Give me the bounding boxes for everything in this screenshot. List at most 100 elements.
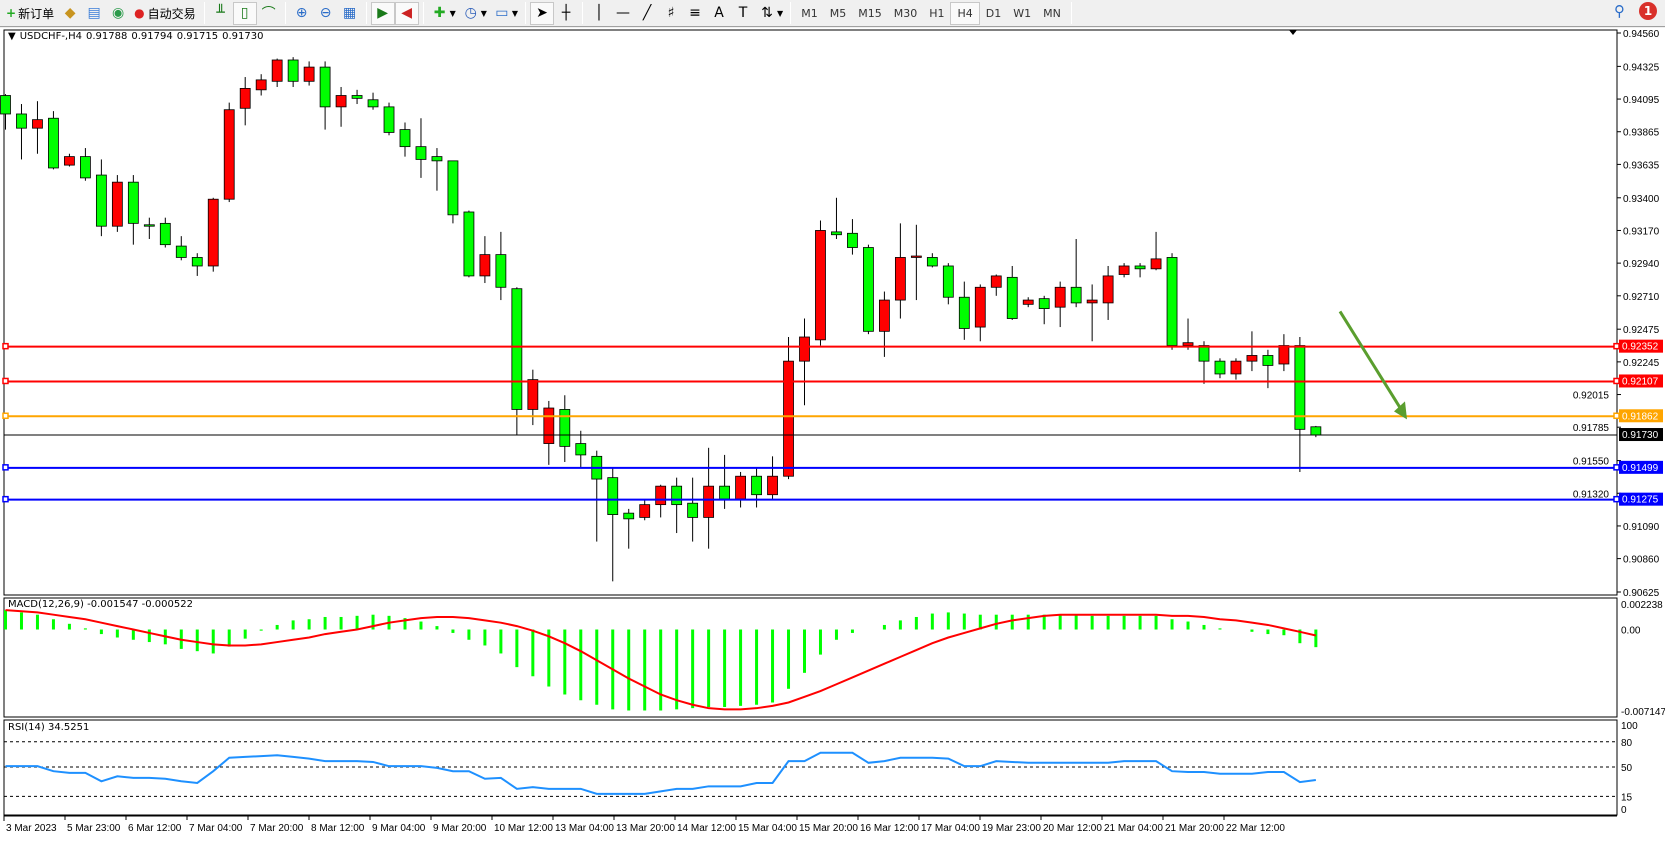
timeframe-w1[interactable]: W1 bbox=[1013, 6, 1032, 20]
chart-window[interactable]: 0.94560 0.94325 0.94095 0.93865 0.93635 0.934… bbox=[0, 28, 1665, 845]
chart-menu-icon[interactable]: ▼ bbox=[8, 31, 16, 42]
candle-body bbox=[910, 255, 922, 258]
search-icon[interactable]: ⚲ bbox=[1614, 2, 1625, 20]
auto-trading-button[interactable]: ● 自动交易 bbox=[130, 2, 200, 25]
time-tick-label: 13 Mar 20:00 bbox=[616, 823, 675, 834]
vertical-line-button[interactable]: │ bbox=[587, 2, 611, 25]
timeframe-h1[interactable]: H1 bbox=[929, 6, 945, 20]
candle-body bbox=[783, 360, 794, 477]
candle bbox=[239, 77, 251, 126]
price-tick-label: 0.90860 bbox=[1623, 555, 1660, 566]
price-tick-label: 0.93635 bbox=[1623, 160, 1660, 171]
candle-body bbox=[255, 79, 267, 91]
timeframe-d1[interactable]: D1 bbox=[985, 6, 1002, 20]
candle-body bbox=[239, 88, 251, 109]
price-tick-label: 0.92475 bbox=[1623, 325, 1660, 336]
candle-body bbox=[767, 475, 778, 496]
vertical-line-icon: │ bbox=[594, 5, 604, 21]
candle-body bbox=[399, 129, 411, 148]
chevron-down-icon[interactable]: ▼ bbox=[449, 8, 456, 18]
navigator-button[interactable]: ▤ bbox=[82, 2, 106, 25]
candlestick-button[interactable]: ▯ bbox=[232, 1, 257, 25]
timeframe-mn[interactable]: MN bbox=[1043, 6, 1061, 20]
auto-scroll-button[interactable]: ▶ bbox=[370, 1, 395, 25]
trendline-button[interactable]: ╱ bbox=[635, 2, 659, 25]
chart-canvas[interactable]: 0.94560 0.94325 0.94095 0.93865 0.93635 0.934… bbox=[0, 28, 1665, 845]
tile-windows-button[interactable]: ▦ bbox=[338, 2, 362, 25]
candle bbox=[1038, 295, 1050, 325]
notification-badge[interactable]: 1 bbox=[1639, 2, 1657, 20]
crosshair-button[interactable]: ┼ bbox=[554, 2, 578, 25]
time-tick-label: 19 Mar 23:00 bbox=[982, 823, 1041, 834]
candle-body bbox=[719, 485, 730, 500]
price-tick-label: 0.91320 bbox=[1573, 489, 1610, 500]
candle bbox=[191, 253, 203, 276]
candle bbox=[367, 92, 379, 110]
candle-body bbox=[271, 59, 283, 82]
candle-body bbox=[351, 95, 363, 99]
chevron-down-icon[interactable]: ▼ bbox=[511, 8, 519, 18]
chart-shift-button[interactable]: ◀ bbox=[394, 1, 419, 25]
price-tick-label: 0.93170 bbox=[1623, 226, 1660, 237]
candle bbox=[0, 94, 11, 130]
text-label-button[interactable]: T bbox=[731, 2, 755, 25]
price-level-label: 0.92107 bbox=[1622, 376, 1659, 387]
fibo-fan-button[interactable]: ≡ bbox=[683, 2, 707, 25]
new-order-button[interactable]: + 新订单 bbox=[2, 2, 58, 25]
macd-panel bbox=[3, 597, 1618, 718]
arrows-button[interactable]: ⇅ bbox=[755, 2, 779, 25]
timeframe-m5[interactable]: M5 bbox=[829, 6, 847, 20]
cursor-button[interactable]: ➤ bbox=[530, 1, 555, 25]
candle bbox=[399, 122, 411, 157]
candle bbox=[910, 224, 922, 301]
timeframe-h4[interactable]: H4 bbox=[950, 1, 980, 25]
candle bbox=[559, 395, 571, 463]
price-tick-label: 0.93865 bbox=[1623, 128, 1660, 139]
timeframe-m15[interactable]: M15 bbox=[858, 6, 882, 20]
time-tick-label: 20 Mar 12:00 bbox=[1043, 823, 1102, 834]
candle-body bbox=[80, 156, 91, 179]
chevron-down-icon[interactable]: ▼ bbox=[480, 8, 487, 18]
market-watch-button[interactable]: ◆ bbox=[58, 2, 82, 25]
candle bbox=[863, 244, 874, 335]
candle bbox=[111, 175, 123, 232]
candle bbox=[767, 456, 778, 499]
cursor-icon: ➤ bbox=[536, 5, 548, 21]
candle-body bbox=[127, 181, 139, 224]
candle bbox=[543, 400, 555, 465]
chevron-down-icon[interactable]: ▼ bbox=[777, 8, 784, 18]
line-handle bbox=[1613, 377, 1620, 385]
bar-chart-button[interactable]: ╨ bbox=[209, 2, 233, 25]
line-handle bbox=[2, 412, 9, 420]
fibonacci-button[interactable]: ♯ bbox=[659, 2, 683, 25]
candle bbox=[1166, 253, 1178, 350]
candle bbox=[847, 219, 858, 255]
price-level-label: 0.91862 bbox=[1622, 411, 1659, 422]
zoom-out-button[interactable]: ⊖ bbox=[314, 2, 338, 25]
signal-button[interactable]: ◉ bbox=[106, 2, 130, 25]
timeframe-m1[interactable]: M1 bbox=[801, 6, 818, 20]
candle bbox=[16, 104, 27, 160]
text-button[interactable]: A bbox=[707, 2, 731, 25]
templates-icon: ▭ bbox=[495, 5, 509, 21]
candle-body bbox=[1086, 299, 1098, 304]
candle bbox=[1246, 331, 1258, 372]
timeframe-m30[interactable]: M30 bbox=[893, 6, 918, 20]
zoom-in-button[interactable]: ⊕ bbox=[290, 2, 314, 25]
arrow-head-icon bbox=[1394, 401, 1407, 420]
candle bbox=[479, 236, 491, 284]
time-tick-label: 9 Mar 20:00 bbox=[433, 823, 487, 834]
line-chart-button[interactable]: ⌒ bbox=[257, 2, 281, 25]
candle-body bbox=[942, 265, 954, 298]
horizontal-line-button[interactable]: — bbox=[611, 2, 635, 25]
periods-button[interactable]: ◷ bbox=[459, 2, 483, 25]
candle-body bbox=[143, 224, 155, 227]
candle bbox=[1054, 281, 1066, 328]
price-tick-label: 0.91550 bbox=[1573, 457, 1610, 468]
templates-button[interactable]: ▭ bbox=[490, 2, 514, 25]
candle bbox=[974, 284, 986, 342]
indicators-button[interactable]: ✚ bbox=[428, 2, 452, 25]
price-tick-label: 0.94095 bbox=[1623, 95, 1660, 106]
candle bbox=[127, 175, 139, 245]
candle-body bbox=[974, 286, 986, 328]
